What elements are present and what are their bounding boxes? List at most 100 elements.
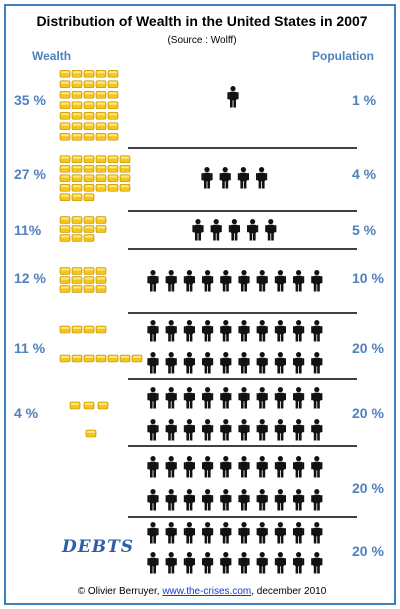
person-icon [183,552,195,574]
person-icon [183,352,195,374]
coin-stack-icon [69,401,81,410]
coin-stack-icon [95,164,107,173]
coin-stack-icon [71,216,83,224]
coin-stack-icon [107,174,119,183]
person-icon [147,320,159,342]
coin-stack-icon [83,90,95,99]
coin-stack-icon [95,155,107,164]
person-icon [183,270,195,292]
person-icon [256,456,268,478]
coin-stack-icon [97,401,109,410]
coin-stack-icon [59,132,71,141]
person-icon [210,219,222,241]
coin-stack-icon [83,132,95,141]
person-icon [238,419,250,441]
person-icon [293,387,305,409]
person-icon [238,522,250,544]
person-icon [220,352,232,374]
coin-stack-icon [71,267,83,275]
coin-stack-icon [83,285,95,293]
person-icon [293,552,305,574]
person-icon [238,270,250,292]
coin-stack-icon [83,225,95,233]
person-icon [220,456,232,478]
coin-stack-icon [59,111,71,120]
person-icon [147,270,159,292]
person-icon [256,489,268,511]
person-icon [293,522,305,544]
coin-stack-icon [59,325,71,334]
debts-label: DEBTS [62,537,134,557]
coin-stack-icon [83,234,95,242]
person-icon [256,552,268,574]
coin-stack-icon [59,80,71,89]
coin-stack-icon [71,225,83,233]
coin-stack-icon [107,111,119,120]
coin-stack-icon [71,174,83,183]
person-icon [274,320,286,342]
person-icon [274,456,286,478]
person-icon [256,270,268,292]
coin-stack-icon [119,174,131,183]
person-icon [147,489,159,511]
person-icon [220,489,232,511]
footer-prefix: © Olivier Berruyer, [77,586,163,597]
coin-stack-icon [95,69,107,78]
footer-link[interactable]: www.the-crises.com [162,586,252,597]
population-label: 1 % [352,92,377,108]
coin-stack-icon [83,164,95,173]
person-icon [311,489,323,511]
person-icon [274,522,286,544]
coin-stack-icon [71,80,83,89]
person-icon [202,489,214,511]
person-icon [274,419,286,441]
person-icon [165,552,177,574]
coin-stack-icon [59,225,71,233]
person-icon [202,387,214,409]
coin-stack-icon [119,164,131,173]
person-icon [311,456,323,478]
person-icon [311,552,323,574]
person-icon [147,387,159,409]
coin-stack-icon [71,354,83,363]
person-icon [220,419,232,441]
person-icon [183,456,195,478]
coin-stack-icon [71,111,83,120]
person-icon [311,320,323,342]
person-icon [202,552,214,574]
person-icon [147,522,159,544]
coin-stack-icon [71,155,83,164]
chart-subtitle: (Source : Wolff) [167,35,237,46]
person-icon [201,167,213,189]
person-icon [274,552,286,574]
person-icon [192,219,204,241]
person-icon [220,320,232,342]
coin-stack-icon [83,111,95,120]
coin-stack-icon [107,80,119,89]
coin-stack-icon [95,285,107,293]
person-icon [256,352,268,374]
wealth-label: 11% [14,222,42,238]
person-icon [165,387,177,409]
person-icon [247,219,259,241]
coin-stack-icon [131,354,143,363]
coin-stack-icon [119,354,131,363]
person-icon [147,552,159,574]
person-icon [256,522,268,544]
coin-stack-icon [59,101,71,110]
coin-stack-icon [83,80,95,89]
coin-stack-icon [59,183,71,192]
person-icon [147,456,159,478]
footer-credit: © Olivier Berruyer, www.the-crises.com, … [6,586,398,597]
coin-stack-icon [71,122,83,131]
coin-stack-icon [95,80,107,89]
person-icon [165,270,177,292]
coin-stack-icon [107,101,119,110]
coin-stack-icon [83,174,95,183]
wealth-label: 35 % [14,92,46,108]
coin-stack-icon [59,216,71,224]
coin-stack-icon [59,234,71,242]
population-column-header: Population [312,49,374,63]
coin-stack-icon [59,164,71,173]
coin-stack-icon [107,122,119,131]
